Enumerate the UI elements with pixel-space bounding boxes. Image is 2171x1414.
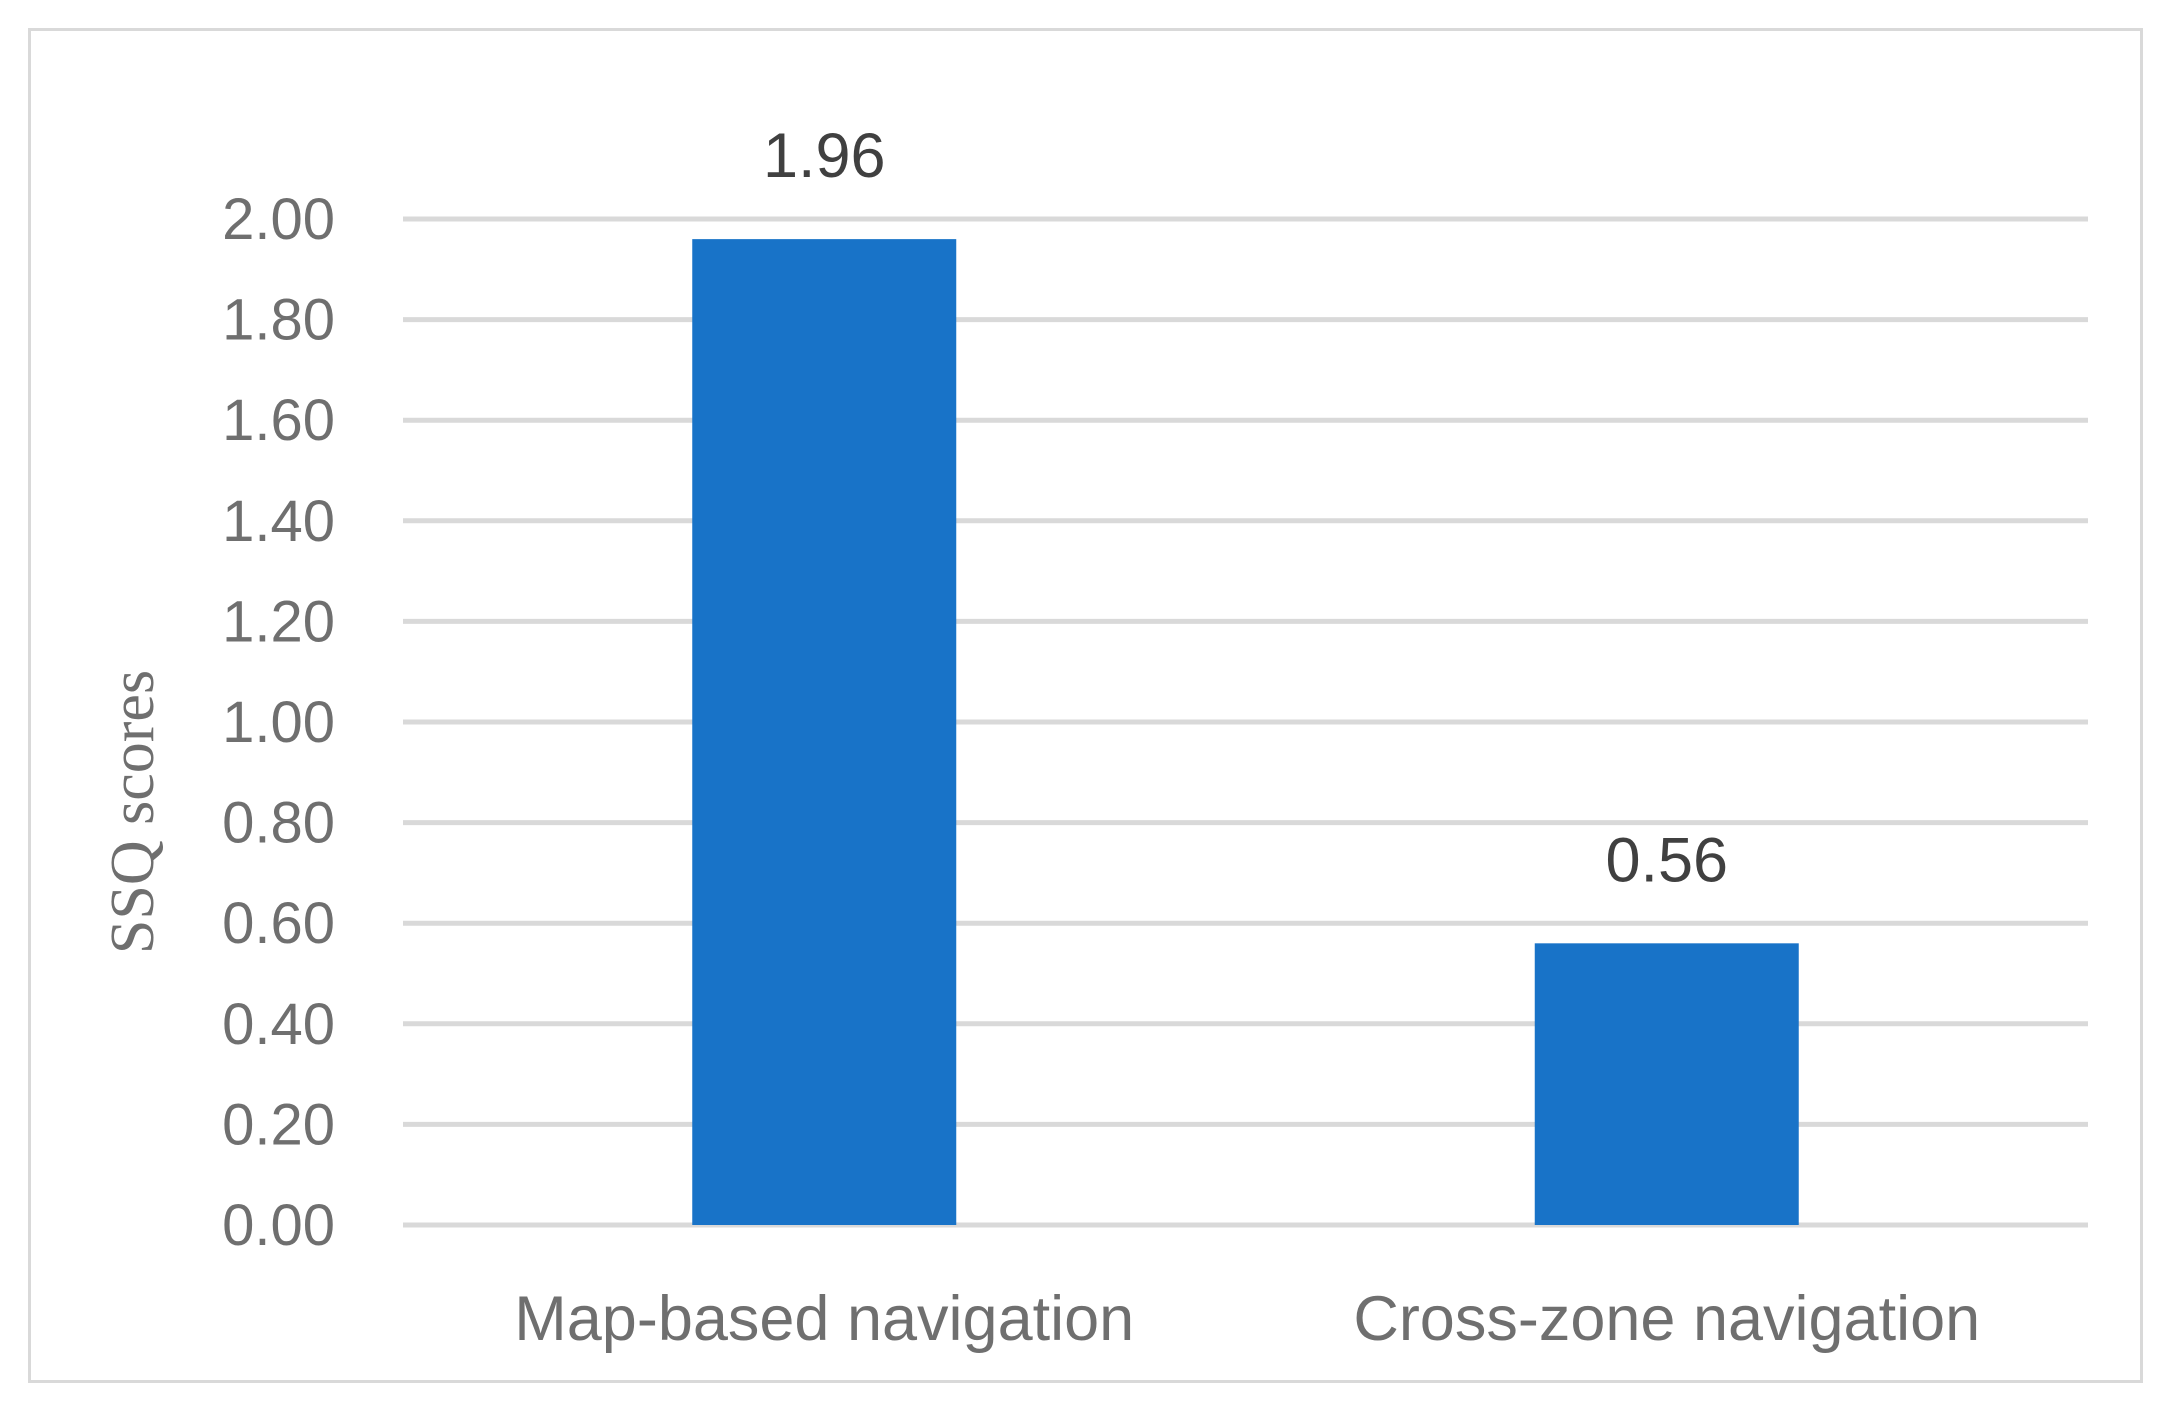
y-tick-label: 0.60 [222, 891, 335, 956]
chart-frame [28, 28, 2143, 1383]
y-axis-title: SSQ scores [99, 670, 167, 954]
data-label: 0.56 [1605, 825, 1728, 895]
y-tick-label: 0.80 [222, 791, 335, 856]
x-category-label: Map-based navigation [514, 1284, 1134, 1354]
y-tick-label: 1.60 [222, 388, 335, 453]
bars [692, 239, 1799, 1225]
x-category-label: Cross-zone navigation [1353, 1284, 1980, 1354]
y-tick-label: 1.20 [222, 589, 335, 654]
y-tick-label: 1.40 [222, 489, 335, 554]
bar [1534, 943, 1799, 1225]
y-tick-label: 0.40 [222, 992, 335, 1057]
bar [692, 239, 957, 1225]
y-tick-label: 2.00 [222, 187, 335, 252]
y-tick-label: 1.80 [222, 288, 335, 353]
gridlines [403, 216, 2088, 1228]
data-labels: 1.96 0.56 [763, 121, 1728, 895]
y-tick-label: 0.00 [222, 1193, 335, 1258]
data-label: 1.96 [763, 121, 886, 191]
y-tick-label: 0.20 [222, 1092, 335, 1157]
x-axis-categories: Map-based navigation Cross-zone navigatio… [514, 1284, 1980, 1354]
y-tick-label: 1.00 [222, 690, 335, 755]
y-axis-ticks: 0.00 0.20 0.40 0.60 0.80 1.00 1.20 1.40 1.60 1.80… [222, 187, 335, 1258]
